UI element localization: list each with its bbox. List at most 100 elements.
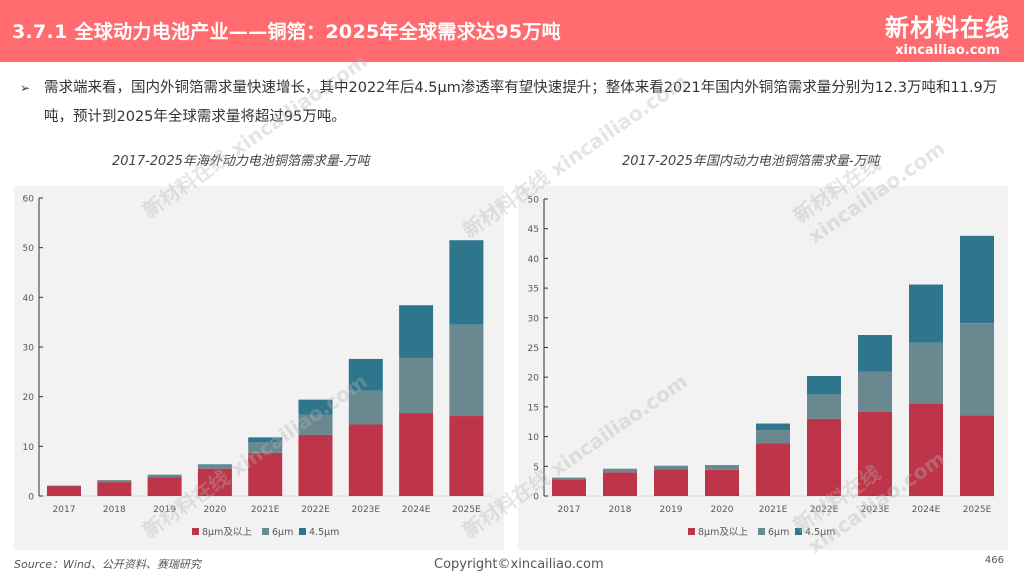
bar-segment bbox=[348, 358, 383, 391]
bar-segment bbox=[399, 357, 434, 414]
bar-segment bbox=[654, 469, 688, 496]
bar-segment bbox=[348, 390, 383, 425]
bar-segment bbox=[197, 464, 232, 465]
logo-text-en: xincailiao.com bbox=[895, 43, 1000, 58]
bar-segment bbox=[552, 477, 586, 480]
page-number: 466 bbox=[984, 555, 1004, 566]
legend-swatch bbox=[192, 528, 199, 535]
legend-label: 4.5μm bbox=[805, 527, 835, 538]
bar-segment bbox=[756, 423, 790, 431]
bar-segment bbox=[909, 403, 943, 496]
x-tick-label: 2019 bbox=[660, 505, 683, 515]
bar-segment bbox=[97, 480, 132, 483]
bar-segment bbox=[449, 240, 484, 325]
legend-label: 8μm及以上 bbox=[698, 527, 748, 538]
bar-segment bbox=[47, 486, 81, 496]
legend-label: 6μm bbox=[272, 527, 293, 538]
bar-segment bbox=[97, 482, 132, 496]
brand-logo: 新材料在线 xincailiao.com bbox=[885, 8, 1010, 58]
x-tick-label: 2024E bbox=[912, 505, 941, 515]
bar-segment bbox=[960, 323, 994, 416]
bar-segment bbox=[248, 452, 283, 496]
x-tick-label: 2020 bbox=[203, 505, 226, 515]
y-tick-label: 30 bbox=[23, 344, 35, 354]
logo-text-cn: 新材料在线 bbox=[885, 14, 1010, 42]
source-note: Source：Wind、公开资料、赛瑞研究 bbox=[14, 558, 201, 571]
bullet-point: ➢ 需求端来看，国内外铜箔需求量快速增长，其中2022年后4.5μm渗透率有望快… bbox=[20, 74, 1010, 132]
bar-segment bbox=[348, 424, 383, 496]
arrow-bullet-icon: ➢ bbox=[20, 81, 31, 95]
y-tick-label: 60 bbox=[23, 195, 35, 205]
x-tick-label: 2022E bbox=[301, 505, 330, 515]
bar-segment bbox=[960, 235, 994, 324]
bar-segment bbox=[248, 437, 283, 443]
bar-segment bbox=[858, 411, 892, 496]
y-tick-label: 15 bbox=[528, 403, 539, 413]
x-tick-label: 2018 bbox=[609, 505, 632, 515]
bar-segment bbox=[197, 468, 232, 496]
chart-title-domestic: 2017-2025年国内动力电池铜箔需求量-万吨 bbox=[622, 154, 880, 169]
legend-swatch bbox=[758, 528, 765, 535]
bar-segment bbox=[858, 371, 892, 412]
legend-swatch bbox=[299, 528, 306, 535]
legend-swatch bbox=[688, 528, 695, 535]
legend-label: 6μm bbox=[768, 527, 789, 538]
legend-label: 4.5μm bbox=[309, 527, 339, 538]
y-tick-label: 30 bbox=[528, 314, 540, 324]
y-tick-label: 20 bbox=[528, 374, 540, 384]
bar-segment bbox=[47, 485, 81, 487]
x-tick-label: 2021E bbox=[759, 505, 788, 515]
x-tick-label: 2025E bbox=[963, 505, 992, 515]
x-tick-label: 2017 bbox=[53, 505, 76, 515]
y-tick-label: 45 bbox=[528, 225, 539, 235]
y-tick-label: 50 bbox=[23, 244, 35, 254]
y-tick-label: 35 bbox=[528, 285, 539, 295]
bar-segment bbox=[147, 474, 182, 478]
y-tick-label: 0 bbox=[533, 493, 539, 503]
bar-segment bbox=[147, 477, 182, 496]
chart-overseas: 0 10 20 30 40 50 60 2017 2018 2019 2020 2021E 2022E 2… bbox=[14, 186, 504, 550]
bar-segment bbox=[756, 443, 790, 496]
y-tick-label: 10 bbox=[528, 433, 540, 443]
bar-segment bbox=[298, 399, 333, 415]
legend-swatch bbox=[795, 528, 802, 535]
bar-segment bbox=[298, 434, 333, 496]
legend-swatch bbox=[262, 528, 269, 535]
y-tick-label: 40 bbox=[528, 255, 540, 265]
bar-segment bbox=[298, 414, 333, 435]
x-tick-label: 2021E bbox=[251, 505, 280, 515]
y-tick-label: 20 bbox=[23, 393, 35, 403]
y-tick-label: 5 bbox=[533, 463, 539, 473]
bar-segment bbox=[603, 472, 637, 496]
bar-segment bbox=[654, 465, 688, 470]
bar-segment bbox=[705, 465, 739, 466]
chart-domestic: 0 5 10 15 20 25 30 35 40 45 50 2017 2018 2019 2020 2021… bbox=[518, 186, 1008, 550]
chart-title-overseas: 2017-2025年海外动力电池铜箔需求量-万吨 bbox=[112, 154, 370, 169]
y-tick-label: 40 bbox=[23, 294, 35, 304]
bar-segment bbox=[552, 479, 586, 496]
bar-segment bbox=[756, 430, 790, 444]
bar-segment bbox=[909, 284, 943, 343]
x-tick-label: 2023E bbox=[861, 505, 890, 515]
bar-segment bbox=[909, 342, 943, 404]
x-tick-label: 2022E bbox=[810, 505, 839, 515]
x-tick-label: 2020 bbox=[711, 505, 734, 515]
x-tick-label: 2017 bbox=[558, 505, 581, 515]
bar-segment bbox=[248, 442, 283, 453]
bar-segment bbox=[449, 324, 484, 417]
x-tick-label: 2018 bbox=[103, 505, 126, 515]
bar-segment bbox=[807, 394, 841, 419]
bar-segment bbox=[399, 305, 434, 358]
legend-label: 8μm及以上 bbox=[202, 527, 252, 538]
x-tick-label: 2024E bbox=[402, 505, 431, 515]
y-tick-label: 10 bbox=[23, 443, 35, 453]
bar-segment bbox=[807, 418, 841, 496]
bar-segment bbox=[960, 415, 994, 496]
bar-segment bbox=[603, 468, 637, 473]
bar-segment bbox=[705, 465, 739, 470]
bar-segment bbox=[807, 376, 841, 395]
bar-segment bbox=[858, 335, 892, 372]
bar-segment bbox=[399, 413, 434, 496]
x-tick-label: 2019 bbox=[153, 505, 176, 515]
bullet-text: 需求端来看，国内外铜箔需求量快速增长，其中2022年后4.5μm渗透率有望快速提… bbox=[44, 80, 998, 125]
